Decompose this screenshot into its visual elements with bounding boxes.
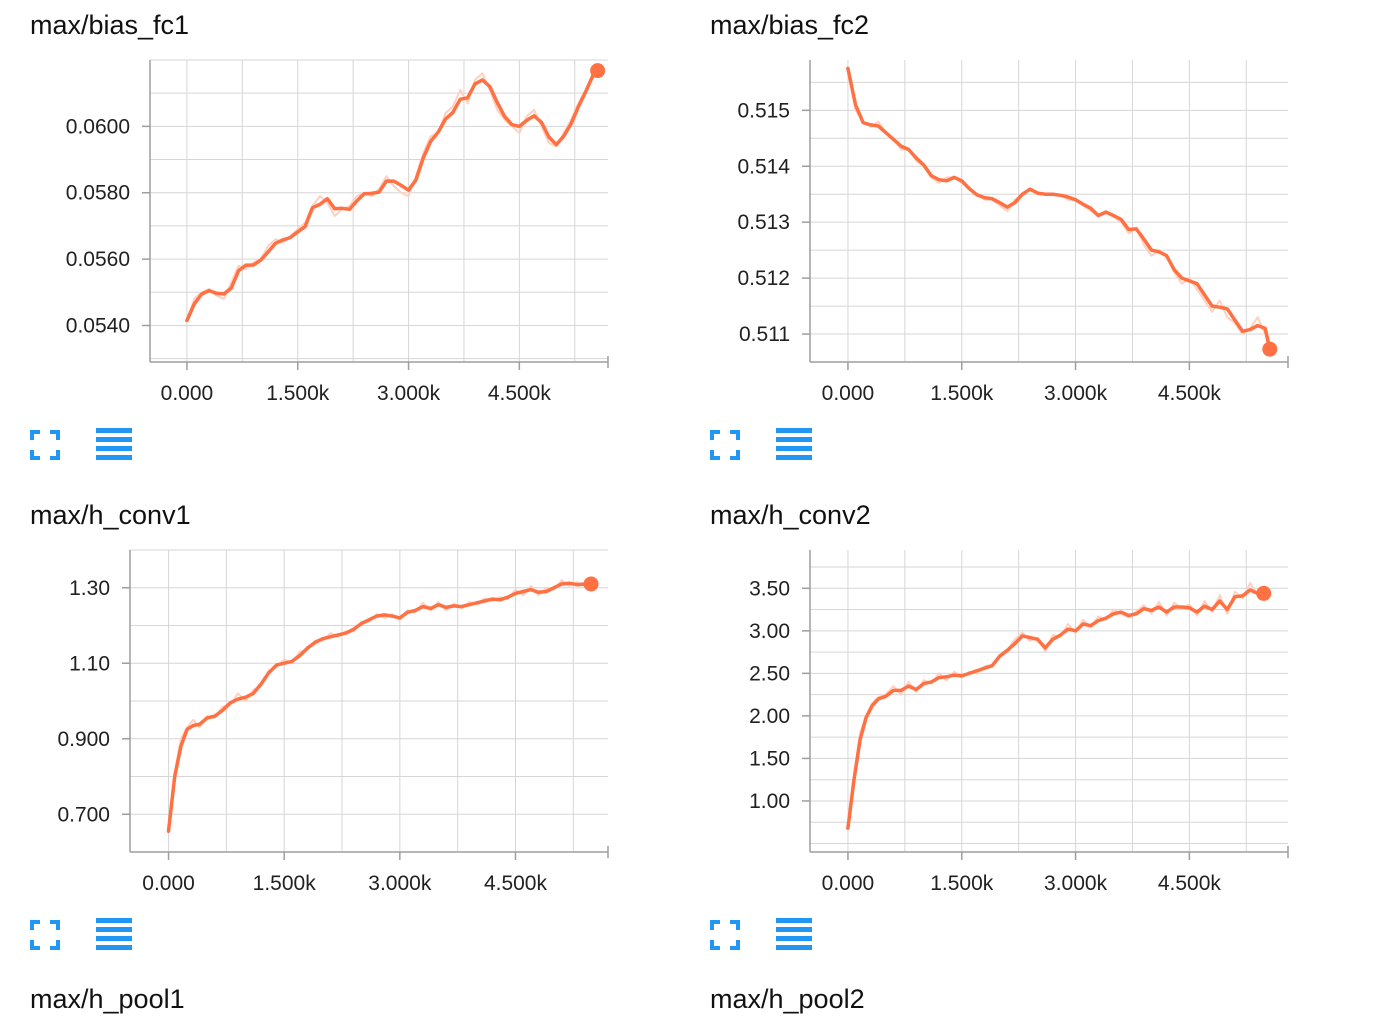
chart-title: max/bias_fc1: [30, 10, 190, 40]
x-tick-label: 1.500k: [253, 872, 317, 895]
y-tick-label: 0.515: [737, 99, 790, 122]
x-tick-label: 0.000: [822, 382, 875, 405]
x-tick-label: 4.500k: [488, 382, 552, 405]
smoothed-series-line: [846, 66, 1272, 351]
next-chart-title: max/h_pool1: [30, 984, 185, 1014]
x-tick-label: 3.000k: [1044, 872, 1108, 895]
y-tick-label: 1.00: [749, 790, 790, 813]
y-tick-label: 0.511: [739, 323, 790, 346]
y-tick-label: 0.514: [737, 155, 790, 178]
chart-title: max/bias_fc2: [710, 10, 870, 40]
chart-card: max/bias_fc2 0.000 1.500k 3.000k 4.500k 0.51…: [710, 8, 1370, 498]
x-tick-label: 4.500k: [1158, 872, 1222, 895]
x-tick-label: 1.500k: [930, 872, 994, 895]
x-tick-label: 0.000: [161, 382, 214, 405]
chart-card: max/h_conv1 0.000 1.500k 3.000k 4.500k 0.700…: [30, 498, 690, 988]
x-tick-label: 1.500k: [266, 382, 330, 405]
chart-plot[interactable]: 0.000 1.500k 3.000k 4.500k 0.700 0.900 1.10 1.3…: [30, 542, 650, 912]
next-chart-title: max/h_pool2: [710, 984, 865, 1014]
y-tick-label: 2.50: [749, 662, 790, 685]
y-tick-label: 1.10: [69, 652, 110, 675]
y-tick-label: 0.512: [737, 267, 790, 290]
smoothed-series-line: [166, 581, 593, 833]
y-tick-label: 3.00: [749, 620, 790, 643]
y-tick-label: 0.513: [737, 211, 790, 234]
fullscreen-icon: [30, 430, 60, 460]
smoothed-series-line: [185, 68, 600, 323]
expand-chart-button[interactable]: [30, 430, 60, 460]
x-tick-label: 3.000k: [377, 382, 441, 405]
x-tick-label: 0.000: [822, 872, 875, 895]
last-value-marker: [590, 63, 606, 79]
toggle-data-table-button[interactable]: [776, 428, 812, 460]
x-tick-label: 4.500k: [484, 872, 548, 895]
fullscreen-icon: [30, 920, 60, 950]
toggle-data-table-button[interactable]: [776, 918, 812, 950]
raw-series-line: [846, 582, 1264, 829]
raw-series-line: [185, 69, 599, 321]
chart-plot[interactable]: 0.000 1.500k 3.000k 4.500k 0.511 0.512 0.513 0.…: [710, 52, 1330, 422]
list-icon: [776, 918, 812, 950]
y-tick-label: 0.0580: [66, 182, 130, 205]
x-tick-label: 0.000: [142, 872, 195, 895]
list-icon: [96, 428, 132, 460]
last-value-marker: [583, 576, 599, 592]
list-icon: [776, 428, 812, 460]
y-tick-label: 0.700: [57, 803, 110, 826]
x-tick-label: 3.000k: [368, 872, 432, 895]
chart-card: max/bias_fc1 0.000 1.500k 3.000k 4.500k 0.05…: [30, 8, 690, 498]
last-value-marker: [1256, 585, 1272, 601]
expand-chart-button[interactable]: [30, 920, 60, 950]
expand-chart-button[interactable]: [710, 430, 740, 460]
smoothed-series-line: [846, 588, 1266, 830]
y-tick-label: 0.0540: [66, 314, 130, 337]
raw-series-line: [167, 579, 592, 832]
y-tick-label: 2.00: [749, 705, 790, 728]
chart-title: max/h_conv2: [710, 500, 871, 530]
toggle-data-table-button[interactable]: [96, 428, 132, 460]
chart-card: max/h_conv2 0.000 1.500k 3.000k 4.500k 1.00 1…: [710, 498, 1370, 988]
x-tick-label: 1.500k: [930, 382, 994, 405]
y-tick-label: 3.50: [749, 577, 790, 600]
fullscreen-icon: [710, 920, 740, 950]
y-tick-label: 1.30: [69, 577, 110, 600]
x-tick-label: 3.000k: [1044, 382, 1108, 405]
chart-title: max/h_conv1: [30, 500, 191, 530]
expand-chart-button[interactable]: [710, 920, 740, 950]
chart-plot[interactable]: 0.000 1.500k 3.000k 4.500k 1.00 1.50 2.00 2.50 3…: [710, 542, 1330, 912]
last-value-marker: [1262, 341, 1278, 357]
x-tick-label: 4.500k: [1158, 382, 1222, 405]
list-icon: [96, 918, 132, 950]
y-tick-label: 0.0600: [66, 115, 130, 138]
toggle-data-table-button[interactable]: [96, 918, 132, 950]
chart-plot[interactable]: 0.000 1.500k 3.000k 4.500k 0.0540 0.0560 0.058…: [30, 52, 650, 422]
fullscreen-icon: [710, 430, 740, 460]
y-tick-label: 1.50: [749, 747, 790, 770]
y-tick-label: 0.0560: [66, 248, 130, 271]
y-tick-label: 0.900: [57, 728, 110, 751]
